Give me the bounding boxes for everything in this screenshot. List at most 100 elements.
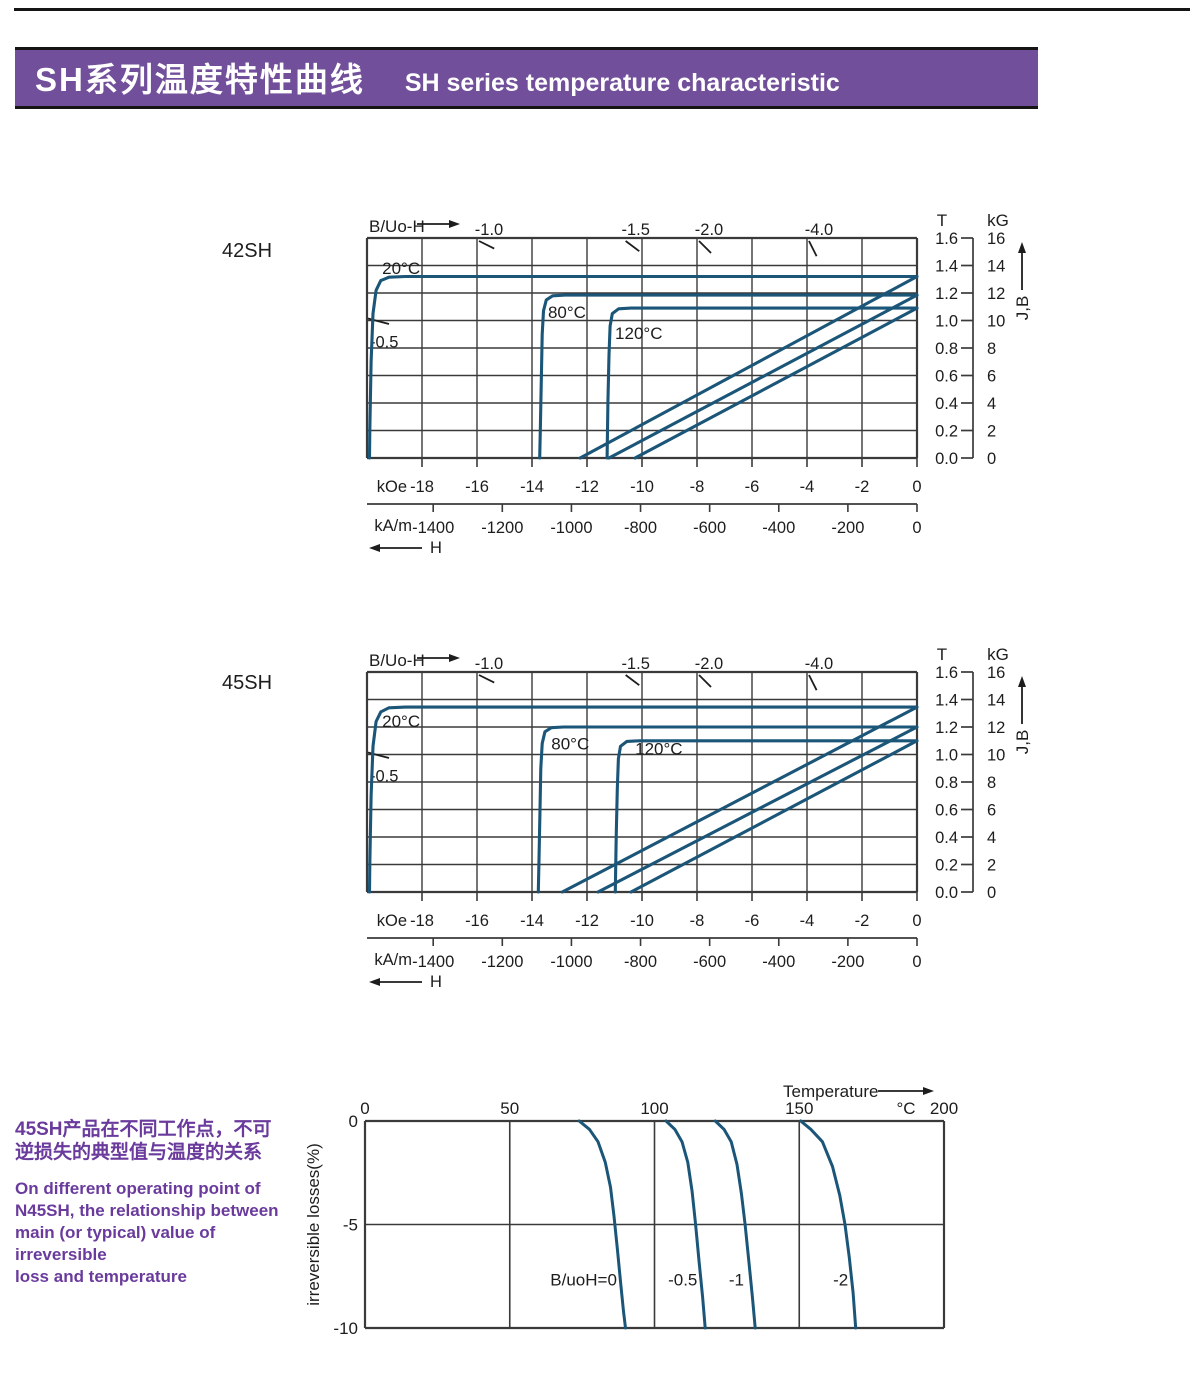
- temp-unit: °C: [896, 1099, 915, 1118]
- side-note-zh-line: 逆损失的典型值与温度的关系: [15, 1142, 263, 1163]
- load-line-label: -4.0: [805, 655, 833, 673]
- koe-tick-label: -2: [855, 478, 870, 496]
- jb-axis-label: J,B: [1013, 730, 1032, 755]
- kg-tick-label: 14: [987, 258, 1005, 276]
- pc-axis-arrowhead: [449, 220, 460, 228]
- side-note-en-line: main (or typical) value of irreversible: [15, 1223, 216, 1264]
- load-line-label: -2.0: [695, 221, 723, 239]
- jb-axis-label: J,B: [1013, 296, 1032, 321]
- load-line-dash: [478, 240, 495, 250]
- t-tick-label: 0.2: [935, 423, 958, 441]
- t-tick-label: 1.2: [935, 285, 958, 303]
- kam-tick-label: -800: [624, 953, 657, 971]
- load-line-dash: [808, 674, 818, 691]
- koe-tick-label: -4: [800, 912, 815, 930]
- kam-tick-label: -1200: [481, 953, 523, 971]
- koe-tick-label: -14: [520, 478, 544, 496]
- x-axis-kam: kA/m -1400 -1200 -1000 -800 -600 -400 -200 0: [367, 503, 922, 537]
- kam-tick-label: -1000: [550, 519, 592, 537]
- loss-curve-B/uoH=0: [577, 1119, 627, 1330]
- kg-tick-label: 4: [987, 395, 996, 413]
- curve-J_80C: [536, 725, 919, 894]
- curve-label: 20°C: [382, 712, 420, 731]
- x-axis-koe: kOe -18 -16 -14 -12 -10 -8 -6 -4 -2 0: [377, 458, 922, 496]
- curve-B_120C: [633, 306, 919, 460]
- t-tick-label: 0.2: [935, 857, 958, 875]
- kam-tick-label: -600: [693, 519, 726, 537]
- loss-chart: 0 50 100 150 200 °C Temperature 0 -5 -10 irreversi…: [304, 1082, 958, 1338]
- h-axis-label: H: [430, 973, 442, 991]
- load-line-left-label: -0.5: [370, 334, 398, 352]
- temp-tick-label: 50: [500, 1099, 519, 1118]
- load-line-dash: [698, 240, 712, 254]
- x-axis-kam: kA/m -1400 -1200 -1000 -800 -600 -400 -200 0: [367, 937, 922, 971]
- kam-tick-label: 0: [912, 953, 921, 971]
- kam-tick-label: -400: [762, 519, 795, 537]
- kam-tick-label: -200: [831, 519, 864, 537]
- koe-tick-label: 0: [912, 912, 921, 930]
- kg-tick-label: 10: [987, 747, 1005, 765]
- kg-tick-label: 12: [987, 719, 1005, 737]
- load-line-dash: [625, 240, 640, 252]
- curve-J_20C: [367, 705, 919, 894]
- koe-tick-label: -16: [465, 478, 489, 496]
- top-rule: [14, 8, 1190, 11]
- h-arrowhead: [369, 544, 380, 552]
- load-line-dash: [625, 674, 640, 686]
- jb-arrowhead: [1018, 676, 1026, 687]
- t-tick-label: 1.4: [935, 258, 958, 276]
- koe-tick-label: -8: [690, 912, 705, 930]
- curve-J_120C: [605, 306, 919, 460]
- header-bar: SH系列温度特性曲线 SH series temperature charact…: [15, 47, 1038, 109]
- loss-curve--1: [713, 1119, 757, 1330]
- kam-tick-label: -1400: [412, 519, 454, 537]
- t-tick-label: 0.6: [935, 368, 958, 386]
- koe-tick-label: -8: [690, 478, 705, 496]
- curve-label: 80°C: [551, 735, 589, 754]
- curve-J_120C: [613, 739, 919, 894]
- t-tick-label: 1.4: [935, 692, 958, 710]
- kam-tick-label: -200: [831, 953, 864, 971]
- kg-tick-label: 0: [987, 884, 996, 902]
- loss-tick-label: -10: [333, 1319, 358, 1338]
- koe-tick-label: -12: [575, 478, 599, 496]
- temp-tick-label: 150: [785, 1099, 813, 1118]
- temp-arrowhead: [923, 1087, 934, 1095]
- load-line-label: -1.5: [621, 655, 649, 673]
- t-tick-label: 0.0: [935, 884, 958, 902]
- curve-B_120C: [629, 739, 919, 894]
- pc-axis-label: B/Uo-H: [369, 217, 425, 236]
- t-tick-label: 0.4: [935, 829, 958, 847]
- koe-tick-label: -10: [630, 478, 654, 496]
- kg-tick-label: 8: [987, 774, 996, 792]
- temp-axis-label: Temperature: [783, 1082, 878, 1101]
- t-tick-label: 1.2: [935, 719, 958, 737]
- koe-unit: kOe: [377, 478, 407, 496]
- kg-tick-label: 6: [987, 802, 996, 820]
- curve-label: 80°C: [548, 303, 586, 322]
- koe-unit: kOe: [377, 912, 407, 930]
- load-line-label: -1.5: [621, 221, 649, 239]
- load-line-dash: [478, 674, 495, 684]
- kg-tick-label: 14: [987, 692, 1005, 710]
- temp-tick-label: 0: [360, 1099, 369, 1118]
- koe-tick-label: -14: [520, 912, 544, 930]
- loss-tick-label: -5: [343, 1216, 358, 1235]
- load-line-dash: [698, 674, 712, 688]
- kg-tick-label: 12: [987, 285, 1005, 303]
- load-line-label: -1.0: [475, 221, 503, 239]
- unit-T: T: [937, 211, 947, 230]
- load-line-label: -1.0: [475, 655, 503, 673]
- kg-tick-label: 6: [987, 368, 996, 386]
- koe-tick-label: 0: [912, 478, 921, 496]
- unit-kG: kG: [987, 645, 1009, 664]
- chart-title-42sh: 42SH: [222, 240, 273, 262]
- koe-tick-label: -12: [575, 912, 599, 930]
- curve-label: 120°C: [615, 324, 662, 343]
- page-title-zh: SH系列温度特性曲线: [35, 61, 365, 98]
- kam-tick-label: -1400: [412, 953, 454, 971]
- side-note: 45SH产品在不同工作点，不可 逆损失的典型值与温度的关系 On differe…: [15, 1118, 305, 1288]
- curve-label: 120°C: [635, 740, 682, 759]
